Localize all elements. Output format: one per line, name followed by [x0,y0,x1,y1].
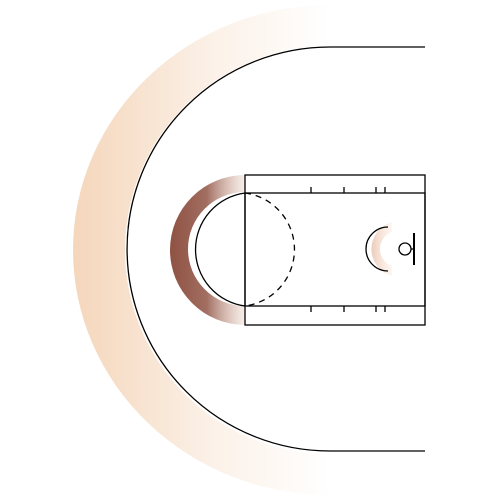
inner-shot-zone [170,175,245,325]
court-lines [126,46,426,452]
outer-shot-zone [73,5,330,495]
restricted-area-arc [365,226,389,272]
three-point-line [126,46,425,452]
free-throw-circle-dashed [244,192,296,307]
basketball-rim [398,242,412,256]
free-throw-circle-solid [194,192,246,307]
rim-shot-zone [371,222,392,276]
lane-inner-box [244,192,426,307]
